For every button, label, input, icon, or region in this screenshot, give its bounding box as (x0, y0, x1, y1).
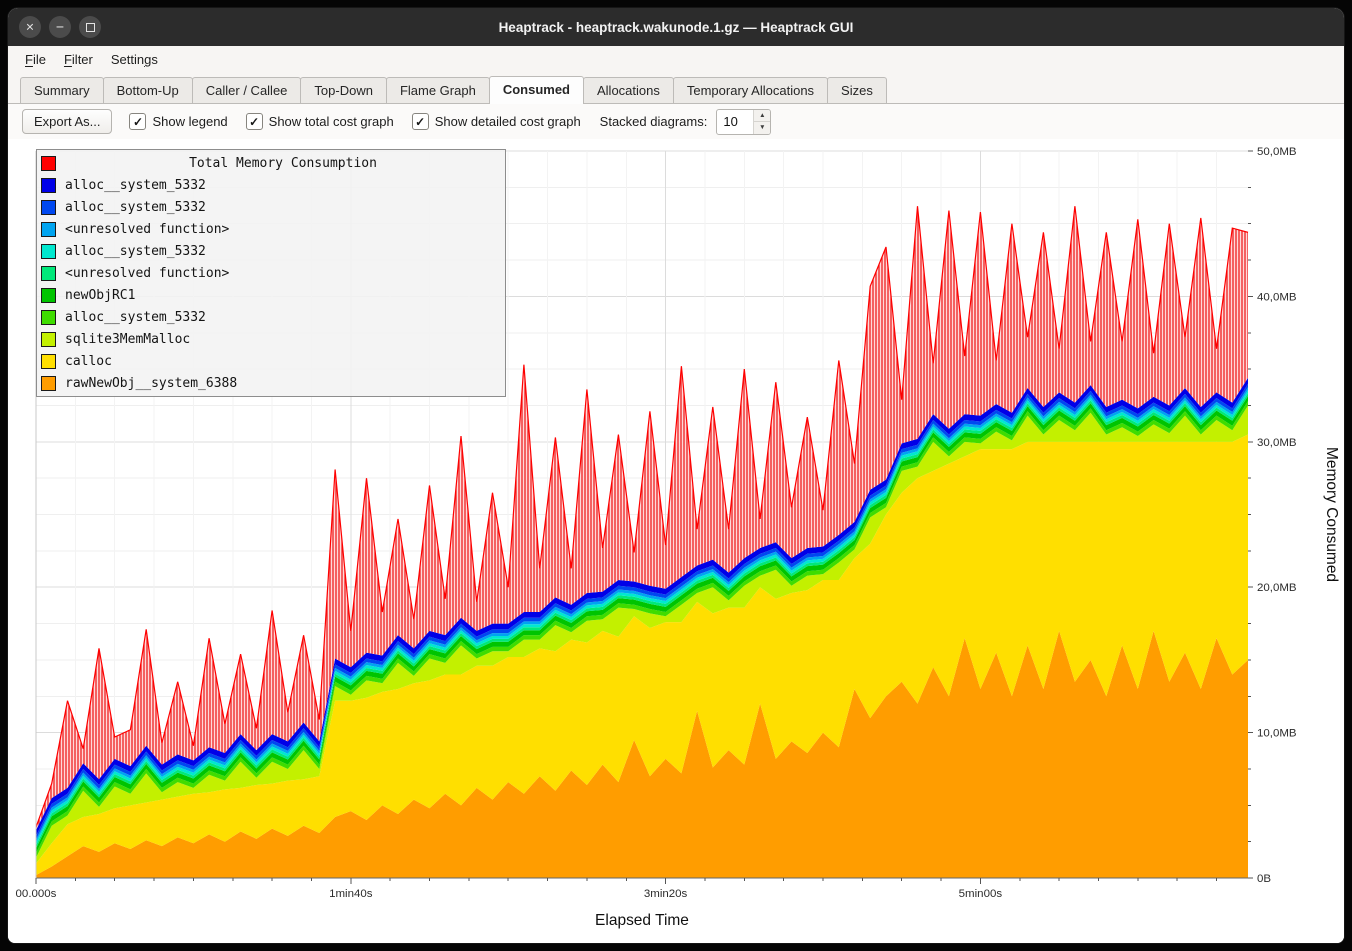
legend-entry-4-unresolved-function: <unresolved function> (41, 262, 501, 284)
checkbox-show-detailed-cost-graph[interactable]: ✓ Show detailed cost graph (411, 113, 581, 130)
stacked-diagrams-spinbox[interactable]: 10 ▲ ▼ (716, 108, 772, 135)
checkbox-show-legend[interactable]: ✓ Show legend (129, 113, 228, 130)
stacked-diagrams-value[interactable]: 10 (723, 114, 738, 129)
stacked-diagrams-label: Stacked diagrams: (599, 114, 708, 129)
menu-item-file[interactable]: File (25, 52, 46, 67)
legend-entry-label: rawNewObj__system_6388 (65, 375, 238, 391)
legend-entry-8-calloc: calloc (41, 350, 501, 372)
legend-swatch (41, 243, 56, 259)
legend-swatch (41, 353, 56, 369)
window-controls: × − (19, 8, 101, 46)
menu-item-settings[interactable]: Settings (110, 52, 158, 67)
legend-entry-6-alloc-system-5332: alloc__system_5332 (41, 306, 501, 328)
menu-bar: File Filter Settings (8, 46, 1344, 73)
total-line (35, 206, 1249, 828)
tab-top-down[interactable]: Top-Down (300, 77, 387, 103)
legend-swatch (41, 177, 56, 193)
spin-down-button[interactable]: ▼ (754, 122, 771, 134)
legend-entry-label: <unresolved function> (65, 221, 230, 237)
y-tick-label: 50,0MB (1257, 146, 1297, 158)
close-icon: × (25, 18, 35, 35)
maximize-button[interactable] (79, 16, 101, 38)
legend-entry-label: alloc__system_5332 (65, 199, 206, 215)
y-axis-title: Memory Consumed (1323, 447, 1340, 582)
legend-entry-3-alloc-system-5332: alloc__system_5332 (41, 240, 501, 262)
x-tick-label: 3min20s (644, 888, 688, 900)
spin-up-button[interactable]: ▲ (754, 109, 771, 122)
legend-entry-label: alloc__system_5332 (65, 177, 206, 193)
x-tick-label: 5min00s (959, 888, 1003, 900)
legend-entry-7-sqlite3memmalloc: sqlite3MemMalloc (41, 328, 501, 350)
legend-entry-9-rawnewobj-system-6388: rawNewObj__system_6388 (41, 372, 501, 394)
legend-entry-label: <unresolved function> (65, 265, 230, 281)
checkbox-box[interactable]: ✓ (411, 113, 429, 130)
checkbox-label: Show legend (152, 114, 228, 129)
close-button[interactable]: × (19, 16, 41, 38)
legend-entry-label: calloc (65, 353, 112, 369)
legend-swatch (41, 221, 56, 237)
legend-swatch (41, 375, 56, 391)
legend-entry-0-alloc-system-5332: alloc__system_5332 (41, 174, 501, 196)
legend-title-row: Total Memory Consumption (41, 152, 501, 174)
minimize-icon: − (55, 18, 65, 35)
memory-consumption-chart: 00.000s 1min40s 3min20s 5min00s 0B 10,0MB 20,0… (16, 146, 1340, 929)
maximize-icon (85, 22, 95, 32)
y-tick-label: 0B (1257, 873, 1271, 885)
y-tick-label: 30,0MB (1257, 437, 1297, 449)
legend-entry-label: alloc__system_5332 (65, 309, 206, 325)
series-area-0-rawnewobj-system-6388 (36, 630, 1248, 879)
checkbox-box[interactable]: ✓ (129, 113, 147, 130)
checkbox-label: Show detailed cost graph (434, 114, 581, 129)
toolbar-checkboxes: ✓ Show legend ✓ Show total cost graph ✓ Show … (129, 113, 581, 130)
legend-swatch (41, 331, 56, 347)
chart-area[interactable]: 00.000s 1min40s 3min20s 5min00s 0B 10,0MB 20,0… (8, 139, 1344, 943)
x-axis-title: Elapsed Time (595, 912, 689, 929)
tab-sizes[interactable]: Sizes (827, 77, 887, 103)
tab-summary[interactable]: Summary (20, 77, 104, 103)
checkbox-box[interactable]: ✓ (245, 113, 263, 130)
menu-item-filter[interactable]: Filter (63, 52, 93, 67)
x-tick-label: 1min40s (329, 888, 373, 900)
legend-swatch (41, 265, 56, 281)
toolbar: Export As... ✓ Show legend ✓ Show total cos… (8, 104, 1344, 139)
titlebar[interactable]: × − Heaptrack - heaptrack.wakunode.1.gz … (8, 8, 1344, 46)
tab-flame-graph[interactable]: Flame Graph (385, 77, 490, 103)
legend-swatch-total (41, 155, 56, 171)
chart-legend: Total Memory Consumption alloc__system_53… (36, 149, 506, 397)
checkbox-show-total-cost-graph[interactable]: ✓ Show total cost graph (245, 113, 394, 130)
tab-bar: Summary Bottom-Up Caller / Callee Top-Down F… (8, 73, 1344, 104)
minimize-button[interactable]: − (49, 16, 71, 38)
spin-buttons: ▲ ▼ (753, 109, 771, 134)
legend-swatch (41, 199, 56, 215)
x-tick-label: 00.000s (16, 888, 57, 900)
tab-caller-callee[interactable]: Caller / Callee (191, 77, 302, 103)
tab-allocations[interactable]: Allocations (583, 77, 674, 103)
checkbox-label: Show total cost graph (268, 114, 394, 129)
y-tick-label: 10,0MB (1257, 728, 1297, 740)
y-tick-label: 40,0MB (1257, 291, 1297, 303)
legend-entry-1-alloc-system-5332: alloc__system_5332 (41, 196, 501, 218)
legend-swatch (41, 309, 56, 325)
legend-entry-label: newObjRC1 (65, 287, 136, 303)
y-tick-label: 20,0MB (1257, 582, 1297, 594)
series-area-1-calloc (36, 434, 1248, 876)
axis-labels: 00.000s 1min40s 3min20s 5min00s 0B 10,0MB 20,0… (16, 146, 1340, 929)
total-area (36, 206, 1248, 831)
export-as-button[interactable]: Export As... (22, 109, 113, 134)
tab-temporary-allocations[interactable]: Temporary Allocations (672, 77, 829, 103)
legend-title-text: Total Memory Consumption (189, 155, 377, 171)
legend-entry-5-newobjrc1: newObjRC1 (41, 284, 501, 306)
legend-entry-label: sqlite3MemMalloc (65, 331, 191, 347)
tab-bottom-up[interactable]: Bottom-Up (102, 77, 193, 103)
tab-consumed[interactable]: Consumed (488, 76, 584, 104)
stacked-areas (35, 206, 1249, 879)
legend-entry-2-unresolved-function: <unresolved function> (41, 218, 501, 240)
legend-swatch (41, 287, 56, 303)
window-title: Heaptrack - heaptrack.wakunode.1.gz — He… (498, 19, 854, 35)
legend-entry-label: alloc__system_5332 (65, 243, 206, 259)
heaptrack-window: × − Heaptrack - heaptrack.wakunode.1.gz … (8, 8, 1344, 943)
